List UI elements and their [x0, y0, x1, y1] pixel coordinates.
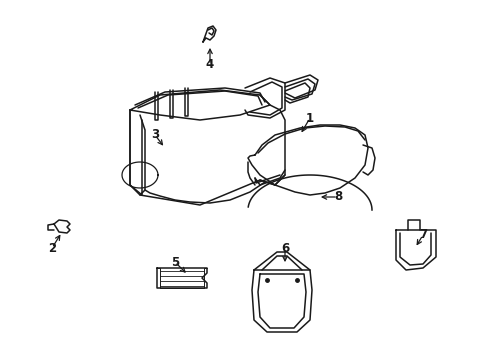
- Text: 2: 2: [48, 242, 56, 255]
- Text: 8: 8: [333, 190, 342, 203]
- Text: 5: 5: [170, 256, 179, 269]
- Text: 7: 7: [418, 229, 426, 242]
- Text: 1: 1: [305, 112, 313, 125]
- Text: 4: 4: [205, 58, 214, 72]
- Text: 6: 6: [280, 242, 288, 255]
- Text: 3: 3: [151, 129, 159, 141]
